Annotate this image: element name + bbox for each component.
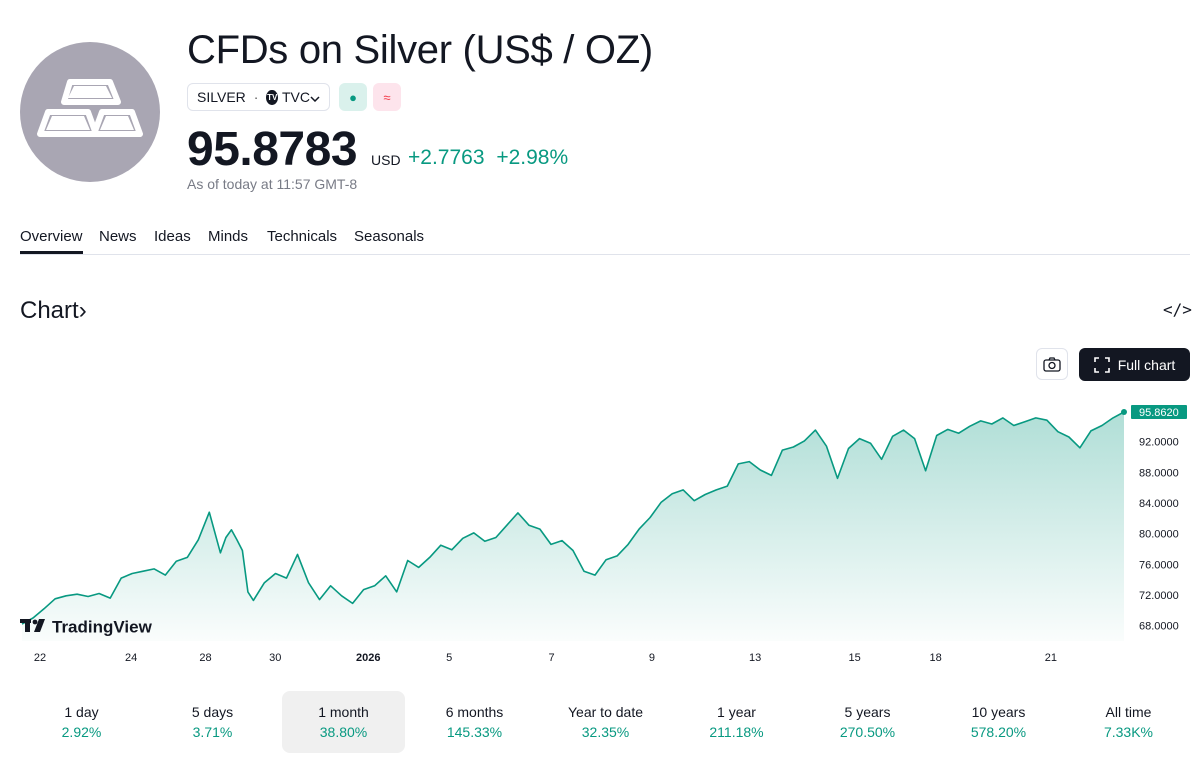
separator-dot: · (253, 89, 259, 105)
x-tick-label: 7 (548, 652, 554, 664)
period-value: 211.18% (709, 724, 764, 740)
page-title: CFDs on Silver (US$ / OZ) (187, 28, 653, 72)
y-tick-label: 72.0000 (1139, 590, 1179, 602)
y-tick-label: 88.0000 (1139, 467, 1179, 479)
y-tick-label: 68.0000 (1139, 621, 1179, 633)
period-year-to-date[interactable]: Year to date 32.35% (544, 691, 667, 753)
symbol-label: SILVER (197, 89, 246, 105)
x-tick-label: 28 (199, 652, 211, 664)
silver-bars-logo (20, 42, 160, 182)
section-tabs: Overview News Ideas Minds Technicals Sea… (20, 228, 1190, 255)
y-tick-label: 76.0000 (1139, 559, 1179, 571)
period-selector: 1 day 2.92% 5 days 3.71% 1 month 38.80% … (20, 691, 1190, 753)
x-tick-label: 13 (749, 652, 761, 664)
y-tick-label: 92.0000 (1139, 437, 1179, 449)
x-tick-label: 30 (269, 652, 281, 664)
change-absolute: +2.7763 (408, 146, 485, 169)
period-5-years[interactable]: 5 years 270.50% (806, 691, 929, 753)
period-1-year[interactable]: 1 year 211.18% (675, 691, 798, 753)
price-chart[interactable]: 92.0000 88.0000 84.0000 80.0000 76.0000 72.00… (0, 395, 1200, 670)
tab-ideas[interactable]: Ideas (154, 228, 191, 245)
tradingview-logo-icon (20, 618, 50, 638)
tab-technicals[interactable]: Technicals (267, 228, 338, 245)
period-6-months[interactable]: 6 months 145.33% (413, 691, 536, 753)
period-10-years[interactable]: 10 years 578.20% (937, 691, 1060, 753)
price-change: +2.7763 +2.98% (408, 146, 568, 170)
tradingview-watermark-label: TradingView (52, 617, 152, 637)
tab-seasonals[interactable]: Seasonals (354, 228, 425, 245)
x-tick-label: 21 (1045, 652, 1057, 664)
period-5-days[interactable]: 5 days 3.71% (151, 691, 274, 753)
period-label: All time (1105, 704, 1152, 720)
as-of-timestamp: As of today at 11:57 GMT-8 (187, 176, 358, 192)
period-label: 1 year (717, 704, 756, 720)
period-value: 578.20% (970, 724, 1027, 740)
exchange-label: TVC (282, 89, 310, 105)
change-percent: +2.98% (496, 146, 569, 169)
symbol-exchange-selector[interactable]: SILVER · TV TVC (187, 83, 330, 111)
tab-minds[interactable]: Minds (208, 228, 249, 245)
period-value: 32.35% (581, 724, 630, 740)
y-axis: 92.0000 88.0000 84.0000 80.0000 76.0000 72.00… (1139, 437, 1179, 633)
chart-heading-label: Chart (20, 297, 79, 324)
silver-bars-icon (37, 79, 143, 137)
period-label: 10 years (971, 704, 1026, 720)
period-label: 1 day (64, 704, 99, 720)
x-tick-label: 24 (125, 652, 137, 664)
x-axis: 22 24 28 30 2026 5 7 9 13 15 18 21 (34, 652, 1057, 664)
chevron-down-icon (310, 89, 320, 105)
period-label: 6 months (445, 704, 504, 720)
period-all-time[interactable]: All time 7.33K% (1067, 691, 1190, 753)
chart-section-link[interactable]: Chart› (20, 297, 87, 325)
x-tick-label: 18 (929, 652, 941, 664)
y-tick-label: 84.0000 (1139, 498, 1179, 510)
period-value: 270.50% (839, 724, 896, 740)
price-currency: USD (371, 152, 401, 168)
x-tick-label: 22 (34, 652, 46, 664)
full-chart-button[interactable]: Full chart (1079, 348, 1190, 381)
chevron-right-icon: › (78, 297, 87, 324)
period-1-day[interactable]: 1 day 2.92% (20, 691, 143, 753)
period-label: 1 month (318, 704, 369, 720)
camera-icon (1043, 356, 1061, 372)
market-open-badge[interactable]: ● (339, 83, 367, 111)
x-tick-label: 15 (849, 652, 861, 664)
cfd-badge[interactable]: ≈ (373, 83, 401, 111)
period-label: 5 years (844, 704, 891, 720)
tab-overview[interactable]: Overview (20, 228, 83, 254)
last-price-dot (1121, 409, 1127, 416)
price-line (21, 411, 1125, 625)
last-price: 95.8783 (187, 123, 358, 176)
x-tick-label: 9 (649, 652, 655, 664)
tab-news[interactable]: News (99, 228, 137, 245)
x-tick-label: 5 (446, 652, 452, 664)
period-value: 145.33% (446, 724, 503, 740)
period-label: Year to date (568, 704, 643, 720)
x-tick-label: 2026 (356, 652, 380, 664)
snapshot-button[interactable] (1036, 348, 1068, 380)
last-price-label: 95.8620 (1139, 407, 1179, 419)
period-value: 38.80% (319, 724, 368, 740)
period-label: 5 days (191, 704, 234, 720)
y-tick-label: 80.0000 (1139, 529, 1179, 541)
last-price-tag: 95.8620 (1131, 405, 1187, 420)
price-area-fill (22, 412, 1124, 641)
period-value: 2.92% (61, 724, 102, 740)
period-value: 7.33K% (1103, 724, 1154, 740)
full-chart-label: Full chart (1117, 356, 1176, 373)
tradingview-watermark[interactable]: TradingView (20, 617, 152, 638)
embed-code-icon[interactable]: </> (1163, 300, 1192, 319)
period-value: 3.71% (192, 724, 233, 740)
tradingview-exchange-icon: TV (266, 89, 278, 105)
period-1-month[interactable]: 1 month 38.80% (282, 691, 405, 753)
fullscreen-icon (1093, 356, 1110, 373)
